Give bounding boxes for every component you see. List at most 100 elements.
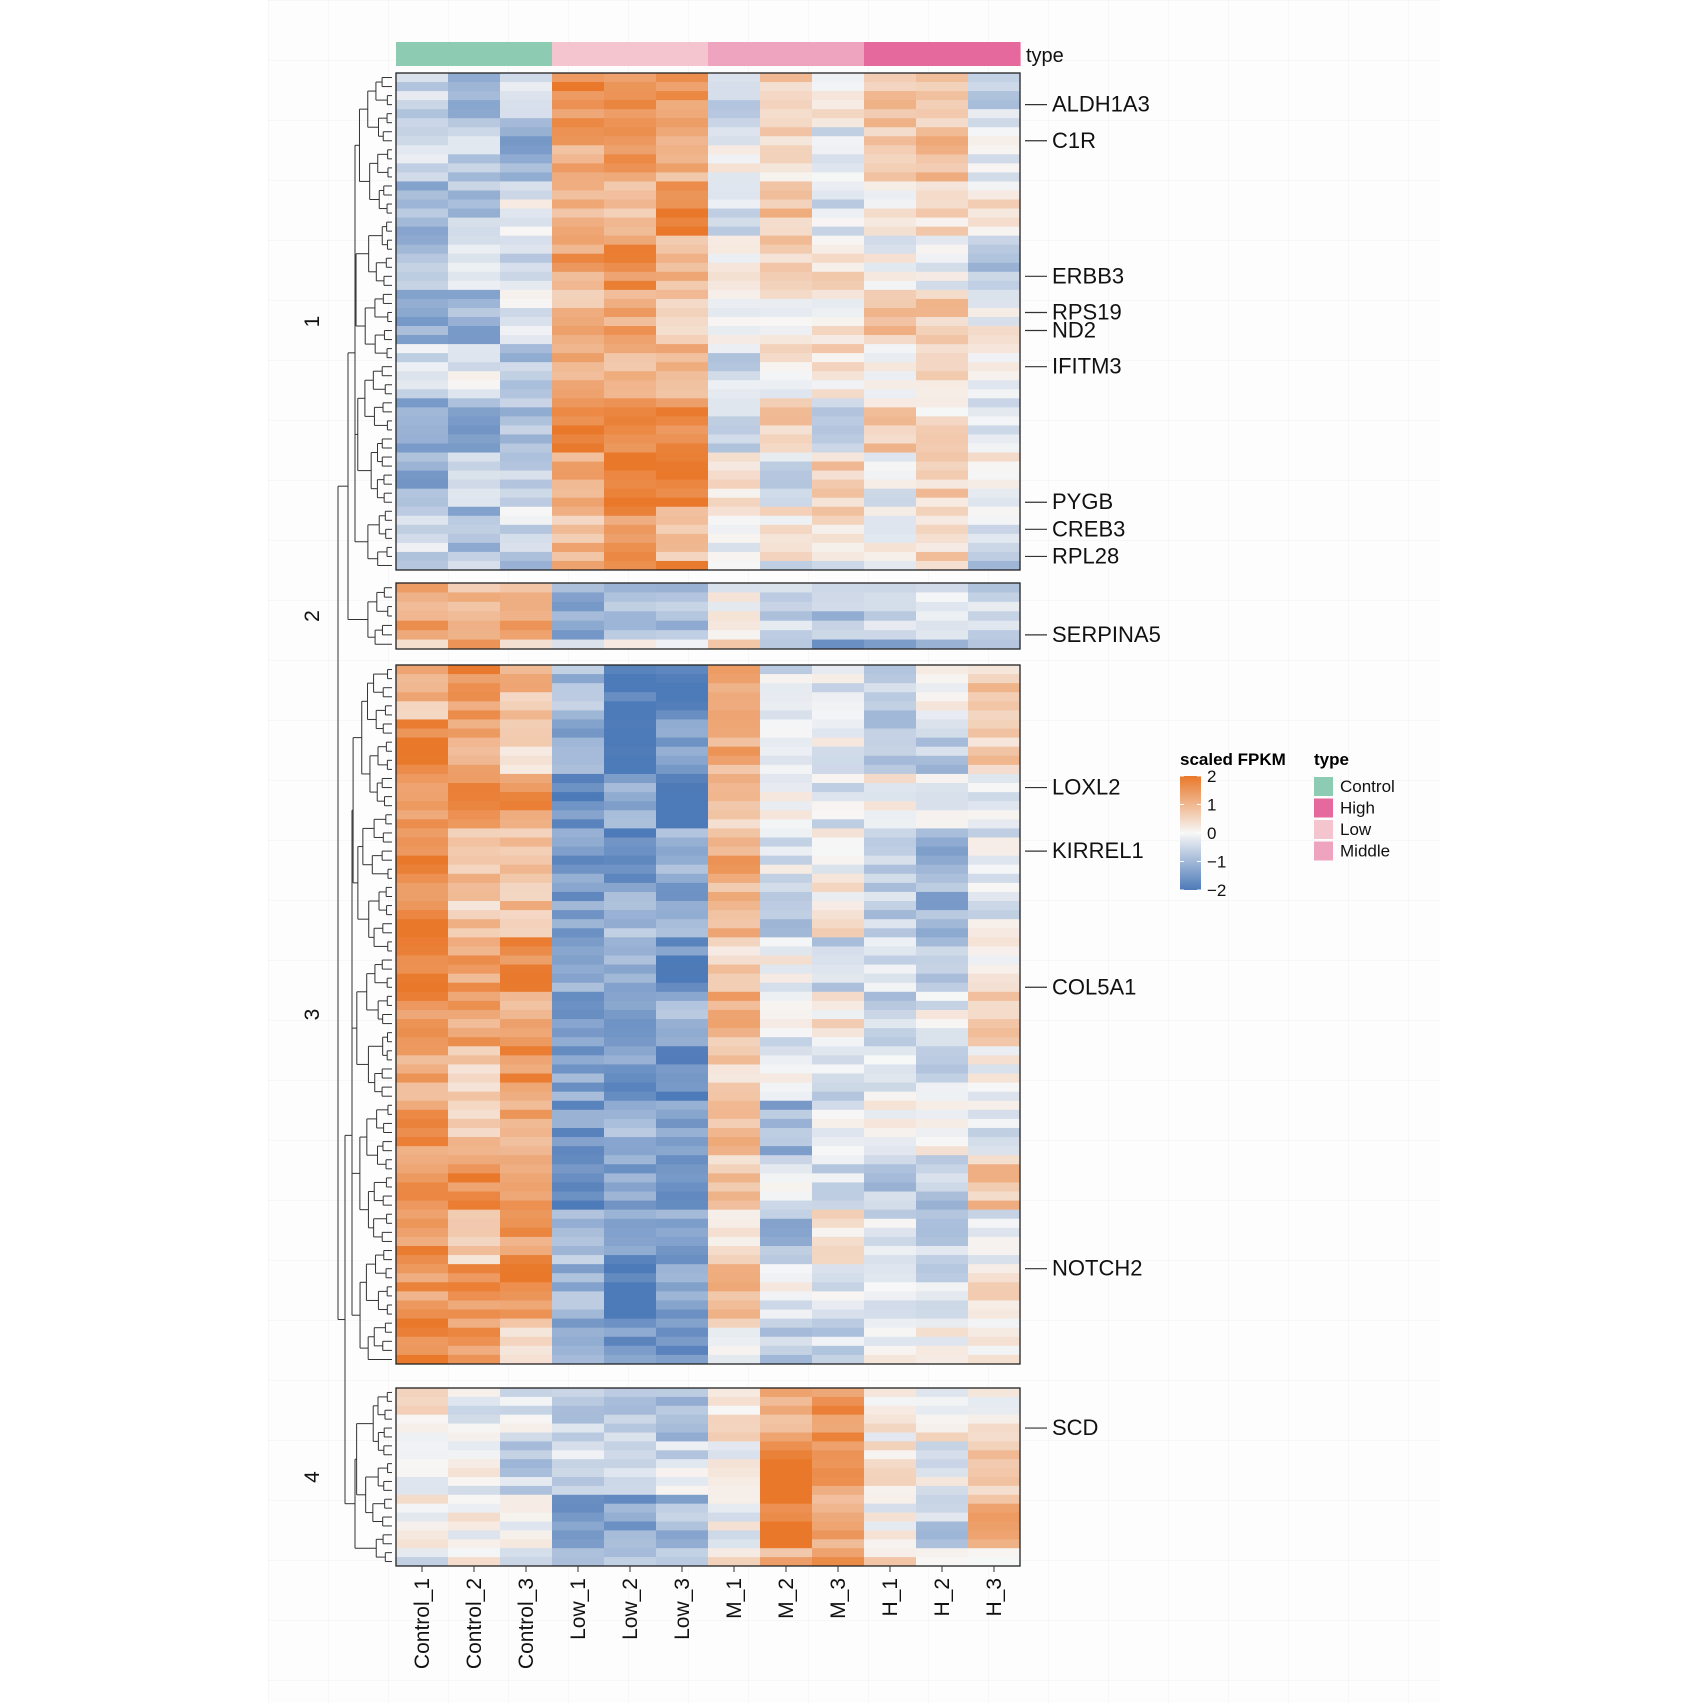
heatmap-cell	[552, 946, 605, 956]
heatmap-cell	[916, 199, 969, 210]
heatmap-cell	[448, 560, 501, 571]
heatmap-cell	[500, 674, 553, 684]
heatmap-cell	[396, 217, 449, 228]
heatmap-cell	[552, 592, 605, 603]
heatmap-cell	[604, 470, 657, 481]
heatmap-cell	[500, 630, 553, 641]
heatmap-cell	[812, 674, 865, 684]
heatmap-cell	[968, 1450, 1021, 1460]
heatmap-cell	[552, 443, 605, 454]
heatmap-cell	[604, 1182, 657, 1193]
heatmap-cell	[448, 1548, 501, 1558]
heatmap-cell	[500, 1539, 553, 1549]
heatmap-cell	[500, 873, 553, 884]
heatmap-cell	[916, 1548, 969, 1558]
heatmap-cell	[448, 783, 501, 793]
heatmap-cell	[968, 891, 1021, 902]
heatmap-cell	[396, 1548, 449, 1558]
heatmap-cell	[916, 1318, 969, 1329]
heatmap-cell	[864, 226, 917, 237]
heatmap-cell	[396, 452, 449, 463]
heatmap-cell	[604, 755, 657, 766]
heatmap-cell	[552, 919, 605, 929]
gene-label: RPL28	[1052, 543, 1119, 568]
heatmap-cell	[708, 764, 761, 775]
heatmap-cell	[864, 1432, 917, 1442]
heatmap-cell	[916, 1245, 969, 1256]
heatmap-cell	[916, 1539, 969, 1549]
heatmap-cell	[968, 810, 1021, 820]
heatmap-cell	[916, 1227, 969, 1238]
heatmap-cell	[500, 307, 553, 318]
heatmap-cell	[708, 280, 761, 291]
annotation-cell	[396, 42, 449, 66]
heatmap-cell	[708, 1512, 761, 1522]
heatmap-cell	[760, 982, 813, 993]
heatmap-cell	[656, 746, 709, 757]
heatmap-cell	[604, 891, 657, 902]
heatmap-cell	[656, 1423, 709, 1433]
heatmap-cell	[604, 1405, 657, 1416]
heatmap-cell	[500, 639, 553, 650]
heatmap-cell	[552, 73, 605, 83]
heatmap-cell	[812, 882, 865, 893]
heatmap-cell	[604, 592, 657, 603]
heatmap-cell	[864, 443, 917, 454]
heatmap-cell	[864, 533, 917, 544]
heatmap-cell	[448, 611, 501, 622]
heatmap-cell	[968, 1539, 1021, 1549]
heatmap-cell	[916, 235, 969, 246]
heatmap-cell	[812, 488, 865, 499]
heatmap-cell	[552, 551, 605, 562]
heatmap-cell	[760, 1521, 813, 1531]
heatmap-cell	[916, 109, 969, 119]
heatmap-cell	[448, 190, 501, 201]
heatmap-cell	[968, 955, 1021, 966]
heatmap-cell	[656, 1336, 709, 1347]
heatmap-cell	[396, 1336, 449, 1347]
heatmap-cell	[604, 937, 657, 947]
heatmap-cell	[812, 601, 865, 612]
heatmap-cell	[708, 1109, 761, 1120]
heatmap-cell	[396, 701, 449, 711]
heatmap-cell	[916, 1236, 969, 1247]
heatmap-cell	[500, 928, 553, 938]
heatmap-cell	[864, 1521, 917, 1531]
heatmap-cell	[760, 316, 813, 327]
heatmap-cell	[396, 1182, 449, 1193]
heatmap-cell	[812, 443, 865, 454]
heatmap-cell	[916, 864, 969, 875]
heatmap-cell	[396, 719, 449, 730]
heatmap-cell	[812, 1273, 865, 1283]
heatmap-cell	[708, 1264, 761, 1274]
heatmap-cell	[396, 1164, 449, 1174]
heatmap-cell	[500, 937, 553, 947]
heatmap-cell	[760, 136, 813, 146]
heatmap-cell	[916, 362, 969, 372]
heatmap-cell	[448, 1046, 501, 1056]
heatmap-cell	[552, 1300, 605, 1311]
heatmap-cell	[500, 1423, 553, 1433]
heatmap-cell	[656, 1019, 709, 1029]
heatmap-cell	[760, 801, 813, 811]
heatmap-cell	[916, 244, 969, 255]
heatmap-cell	[552, 100, 605, 110]
heatmap-cell	[916, 307, 969, 318]
heatmap-cell	[812, 1236, 865, 1247]
heatmap-cell	[864, 819, 917, 829]
heatmap-cell	[604, 217, 657, 228]
heatmap-cell	[552, 127, 605, 137]
heatmap-cell	[396, 1100, 449, 1111]
heatmap-cell	[500, 1521, 553, 1531]
heatmap-cell	[396, 289, 449, 300]
heatmap-cell	[708, 344, 761, 354]
heatmap-cell	[656, 1046, 709, 1056]
heatmap-cell	[864, 873, 917, 884]
heatmap-cell	[396, 1127, 449, 1138]
heatmap-cell	[448, 1236, 501, 1247]
heatmap-cell	[448, 701, 501, 711]
gene-label: KIRREL1	[1052, 838, 1144, 863]
heatmap-cell	[604, 683, 657, 693]
heatmap-cell	[916, 100, 969, 110]
heatmap-cell	[968, 1000, 1021, 1011]
